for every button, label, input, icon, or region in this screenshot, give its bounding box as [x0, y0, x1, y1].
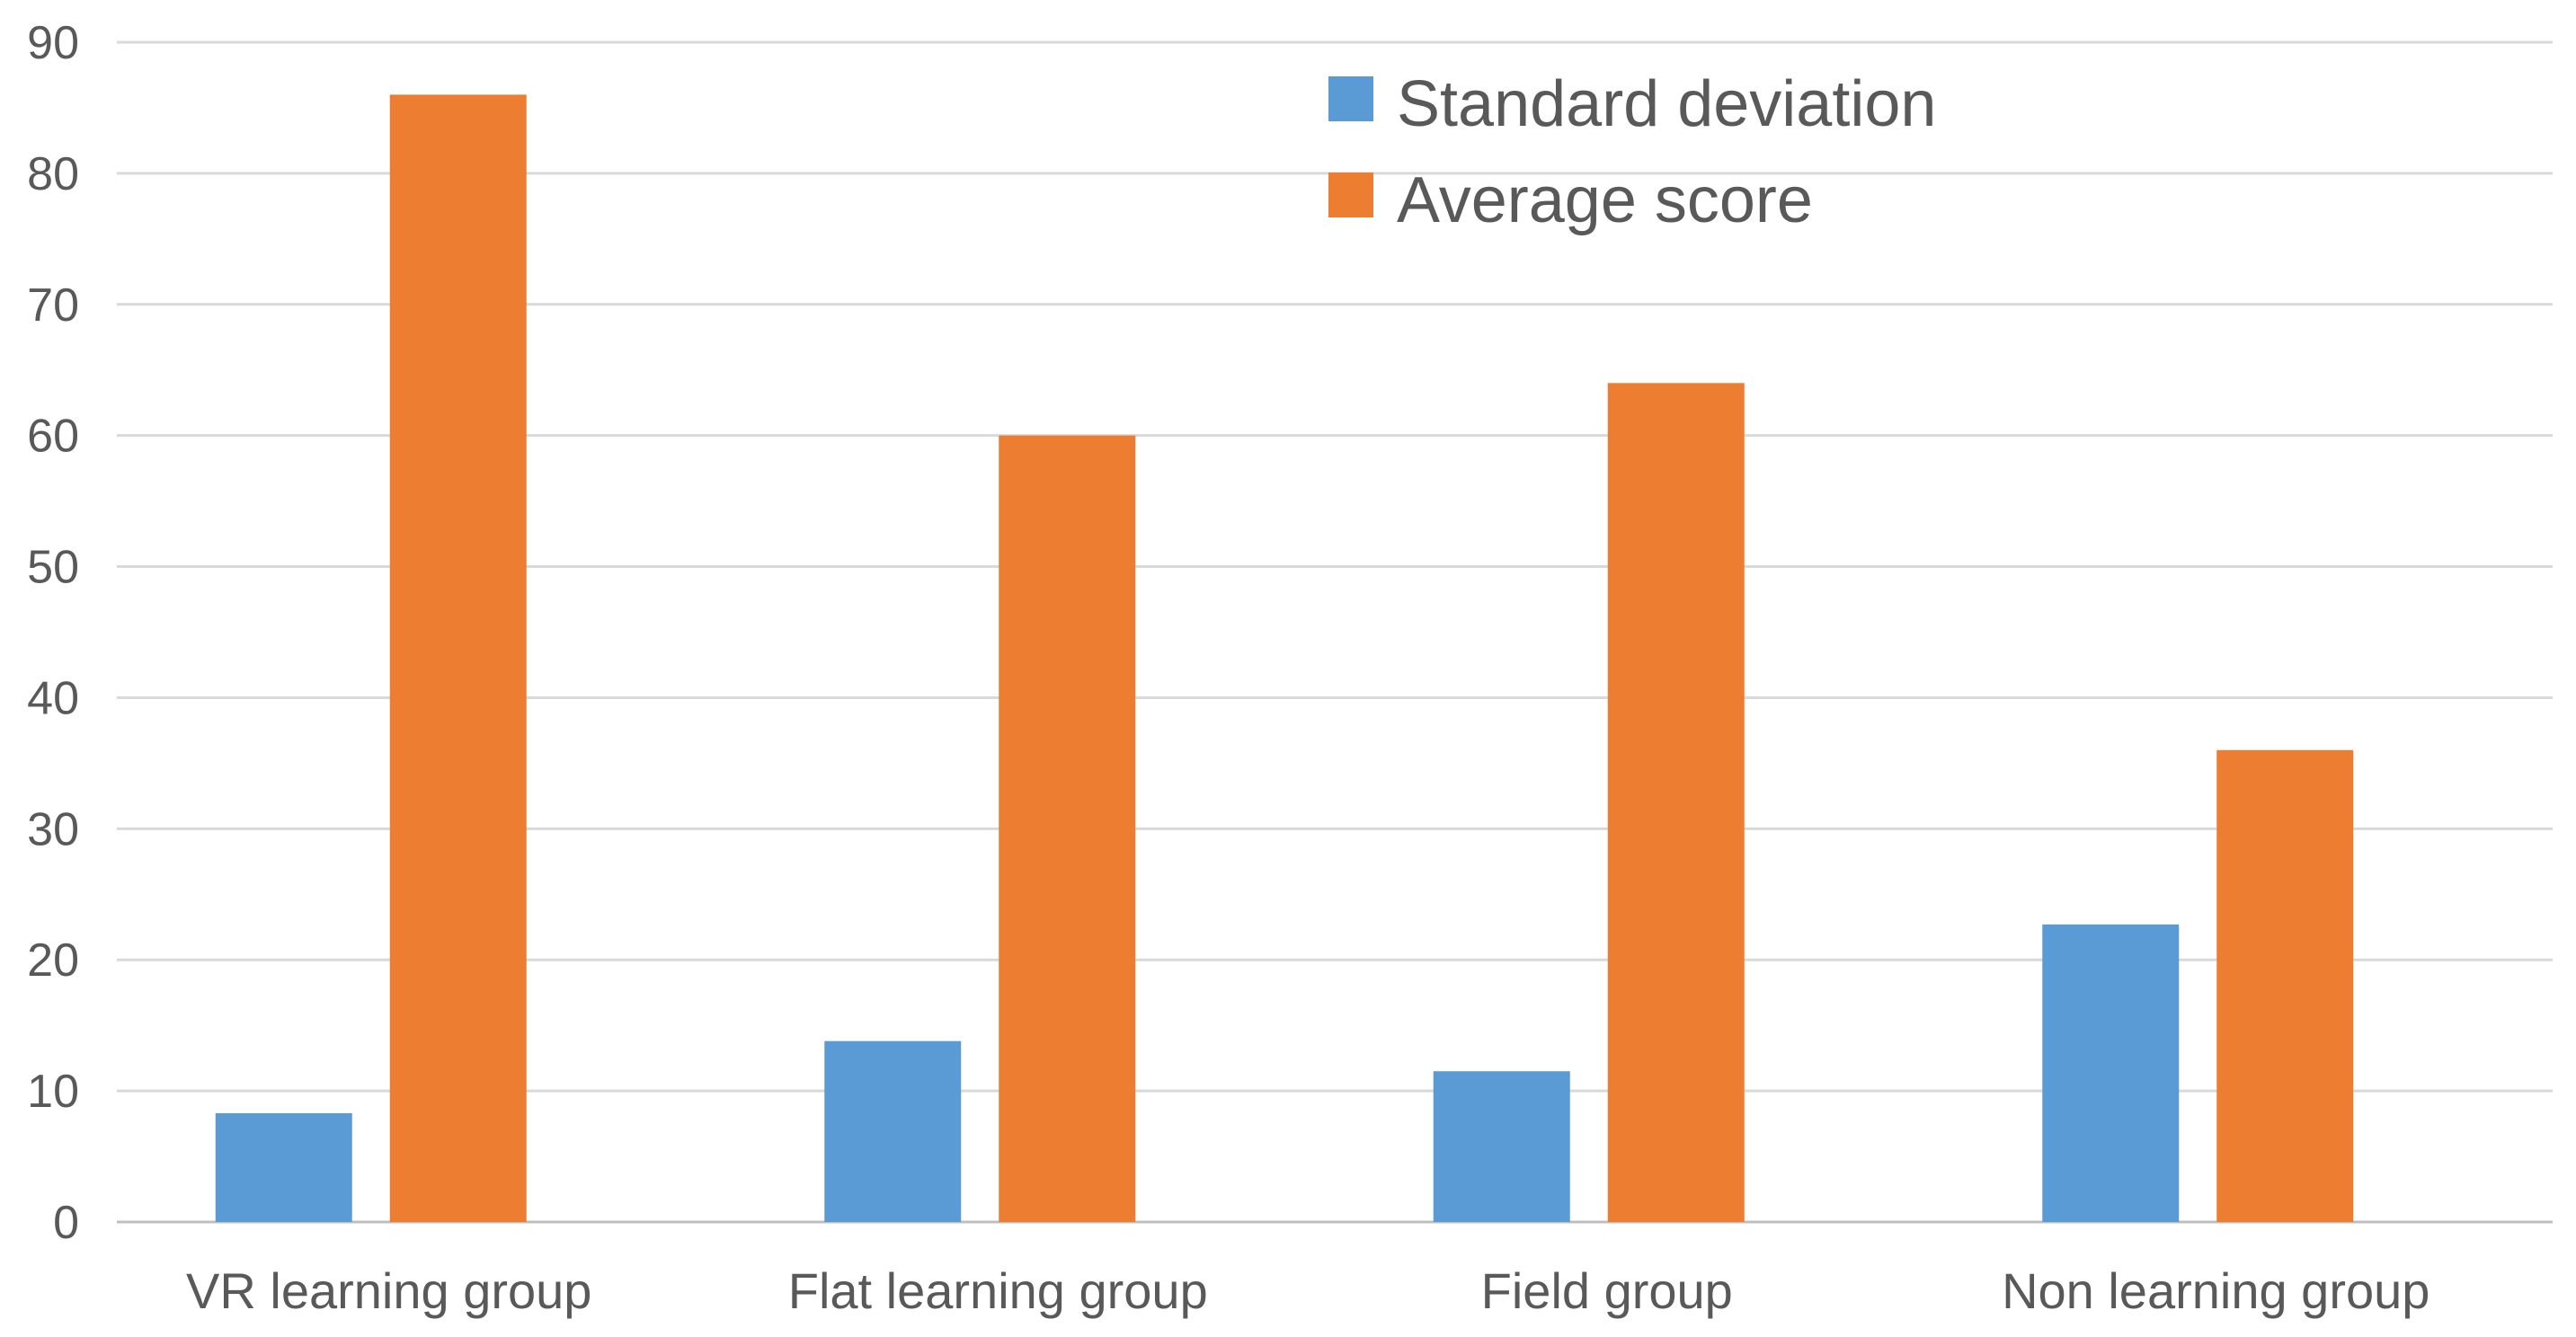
y-tick-label: 40 [27, 672, 79, 724]
x-axis-categories: VR learning group Flat learning group Fiel… [186, 1262, 2429, 1319]
x-category-label: Non learning group [2002, 1262, 2429, 1319]
bar-standard-deviation [1433, 1071, 1570, 1222]
bar-average-score [2216, 749, 2354, 1222]
legend-swatch [1328, 76, 1373, 121]
bar-average-score [999, 435, 1136, 1223]
y-tick-label: 90 [27, 17, 79, 69]
y-tick-label: 0 [53, 1197, 79, 1249]
bar-standard-deviation [215, 1112, 352, 1222]
bar-average-score [1607, 383, 1745, 1222]
legend: Standard deviation Average score [1328, 68, 1936, 236]
y-tick-label: 30 [27, 803, 79, 855]
y-tick-label: 50 [27, 542, 79, 594]
y-axis-ticks: 0 10 20 30 40 50 60 70 80 90 [27, 17, 79, 1249]
bar-standard-deviation [824, 1040, 962, 1222]
bar-standard-deviation [2042, 924, 2180, 1222]
x-category-label: Flat learning group [788, 1262, 1208, 1319]
legend-label: Average score [1397, 164, 1813, 236]
y-tick-label: 60 [27, 411, 79, 463]
y-tick-label: 20 [27, 934, 79, 987]
bar-average-score [389, 94, 527, 1222]
x-category-label: VR learning group [186, 1262, 591, 1319]
bars [215, 94, 2354, 1223]
legend-label: Standard deviation [1397, 68, 1936, 140]
y-tick-label: 70 [27, 279, 79, 332]
legend-swatch [1328, 173, 1373, 217]
x-category-label: Field group [1481, 1262, 1733, 1319]
y-tick-label: 10 [27, 1066, 79, 1118]
y-tick-label: 80 [27, 148, 79, 200]
